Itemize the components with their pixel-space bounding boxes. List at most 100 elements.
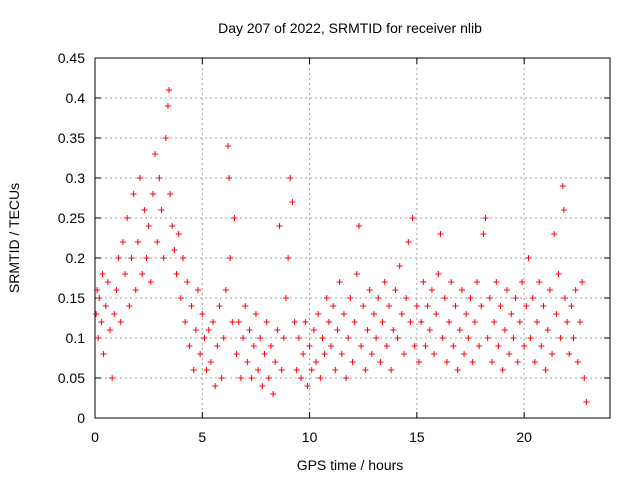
data-point bbox=[385, 303, 392, 309]
data-point bbox=[353, 271, 360, 277]
data-point bbox=[422, 343, 429, 349]
data-point bbox=[433, 311, 440, 317]
data-point bbox=[210, 319, 217, 325]
y-tick-label: 0.3 bbox=[66, 170, 86, 186]
data-point bbox=[137, 175, 144, 181]
data-point bbox=[325, 319, 332, 325]
data-point bbox=[332, 367, 339, 373]
data-point bbox=[401, 351, 407, 357]
data-point bbox=[282, 295, 289, 301]
data-point bbox=[388, 367, 395, 373]
data-point bbox=[304, 383, 311, 389]
data-point bbox=[199, 311, 206, 317]
data-point bbox=[173, 271, 180, 277]
data-point bbox=[216, 303, 223, 309]
data-point bbox=[197, 351, 204, 357]
x-tick-label: 0 bbox=[91, 429, 99, 445]
y-tick-label: 0.15 bbox=[58, 290, 85, 306]
data-point bbox=[244, 359, 251, 365]
data-point bbox=[576, 319, 583, 325]
data-point bbox=[300, 351, 307, 357]
data-point bbox=[220, 335, 227, 341]
data-point bbox=[113, 287, 120, 293]
data-point bbox=[235, 319, 242, 325]
data-point bbox=[364, 327, 371, 333]
data-point bbox=[358, 343, 365, 349]
data-point bbox=[261, 351, 268, 357]
data-point bbox=[99, 271, 106, 277]
data-point bbox=[435, 271, 442, 277]
plot-frame bbox=[94, 57, 611, 419]
data-point bbox=[265, 375, 272, 381]
data-point bbox=[512, 295, 519, 301]
data-point bbox=[162, 135, 169, 141]
data-points bbox=[93, 87, 590, 405]
data-point bbox=[227, 255, 234, 261]
x-tick-label: 20 bbox=[516, 429, 532, 445]
data-point bbox=[557, 335, 564, 341]
data-point bbox=[145, 223, 152, 229]
chart-title: Day 207 of 2022, SRMTID for receiver nli… bbox=[218, 20, 482, 36]
data-point bbox=[308, 367, 315, 373]
data-point bbox=[278, 367, 285, 373]
data-point bbox=[491, 319, 498, 325]
data-point bbox=[130, 191, 137, 197]
data-point bbox=[583, 399, 590, 405]
data-point bbox=[149, 191, 156, 197]
data-point bbox=[270, 391, 277, 397]
data-point bbox=[287, 175, 294, 181]
data-point bbox=[147, 279, 154, 285]
data-point bbox=[143, 255, 150, 261]
data-point bbox=[521, 343, 528, 349]
data-point bbox=[478, 303, 485, 309]
data-point bbox=[355, 223, 362, 229]
data-point bbox=[102, 303, 109, 309]
data-point bbox=[396, 263, 403, 269]
data-point bbox=[379, 319, 386, 325]
data-point bbox=[362, 367, 369, 373]
data-point bbox=[295, 335, 302, 341]
data-point bbox=[570, 335, 577, 341]
data-point bbox=[164, 103, 171, 109]
data-point bbox=[205, 327, 212, 333]
data-point bbox=[126, 303, 133, 309]
data-point bbox=[222, 287, 229, 293]
data-point bbox=[203, 367, 210, 373]
data-point bbox=[538, 343, 545, 349]
data-point bbox=[555, 271, 562, 277]
data-point bbox=[242, 303, 249, 309]
data-point bbox=[182, 319, 189, 325]
data-point bbox=[343, 375, 350, 381]
data-point bbox=[345, 335, 352, 341]
data-point bbox=[156, 175, 163, 181]
data-point bbox=[437, 231, 444, 237]
data-point bbox=[560, 207, 567, 213]
data-point bbox=[568, 303, 575, 309]
data-point bbox=[452, 303, 459, 309]
data-point bbox=[95, 335, 102, 341]
data-point bbox=[255, 367, 262, 373]
data-point bbox=[418, 319, 425, 325]
data-point bbox=[349, 359, 356, 365]
data-point bbox=[188, 303, 195, 309]
data-point bbox=[248, 375, 255, 381]
data-point bbox=[351, 319, 358, 325]
data-point bbox=[546, 287, 553, 293]
data-point bbox=[566, 351, 573, 357]
data-point bbox=[488, 359, 495, 365]
axis-ticks: 0 0.05 0.1 0.15 0.2 0.25 0.3 0.35 0.4 0.45 0 5 10 15 2… bbox=[58, 50, 610, 445]
data-point bbox=[561, 295, 568, 301]
data-point bbox=[134, 239, 141, 245]
data-point bbox=[484, 335, 491, 341]
data-point bbox=[467, 295, 474, 301]
data-point bbox=[551, 231, 558, 237]
data-point bbox=[360, 303, 367, 309]
data-point bbox=[473, 279, 480, 285]
x-tick-label: 10 bbox=[302, 429, 318, 445]
data-point bbox=[319, 335, 326, 341]
data-point bbox=[186, 343, 193, 349]
data-point bbox=[276, 223, 283, 229]
data-point bbox=[233, 351, 240, 357]
data-point bbox=[246, 327, 253, 333]
data-point bbox=[298, 375, 304, 381]
